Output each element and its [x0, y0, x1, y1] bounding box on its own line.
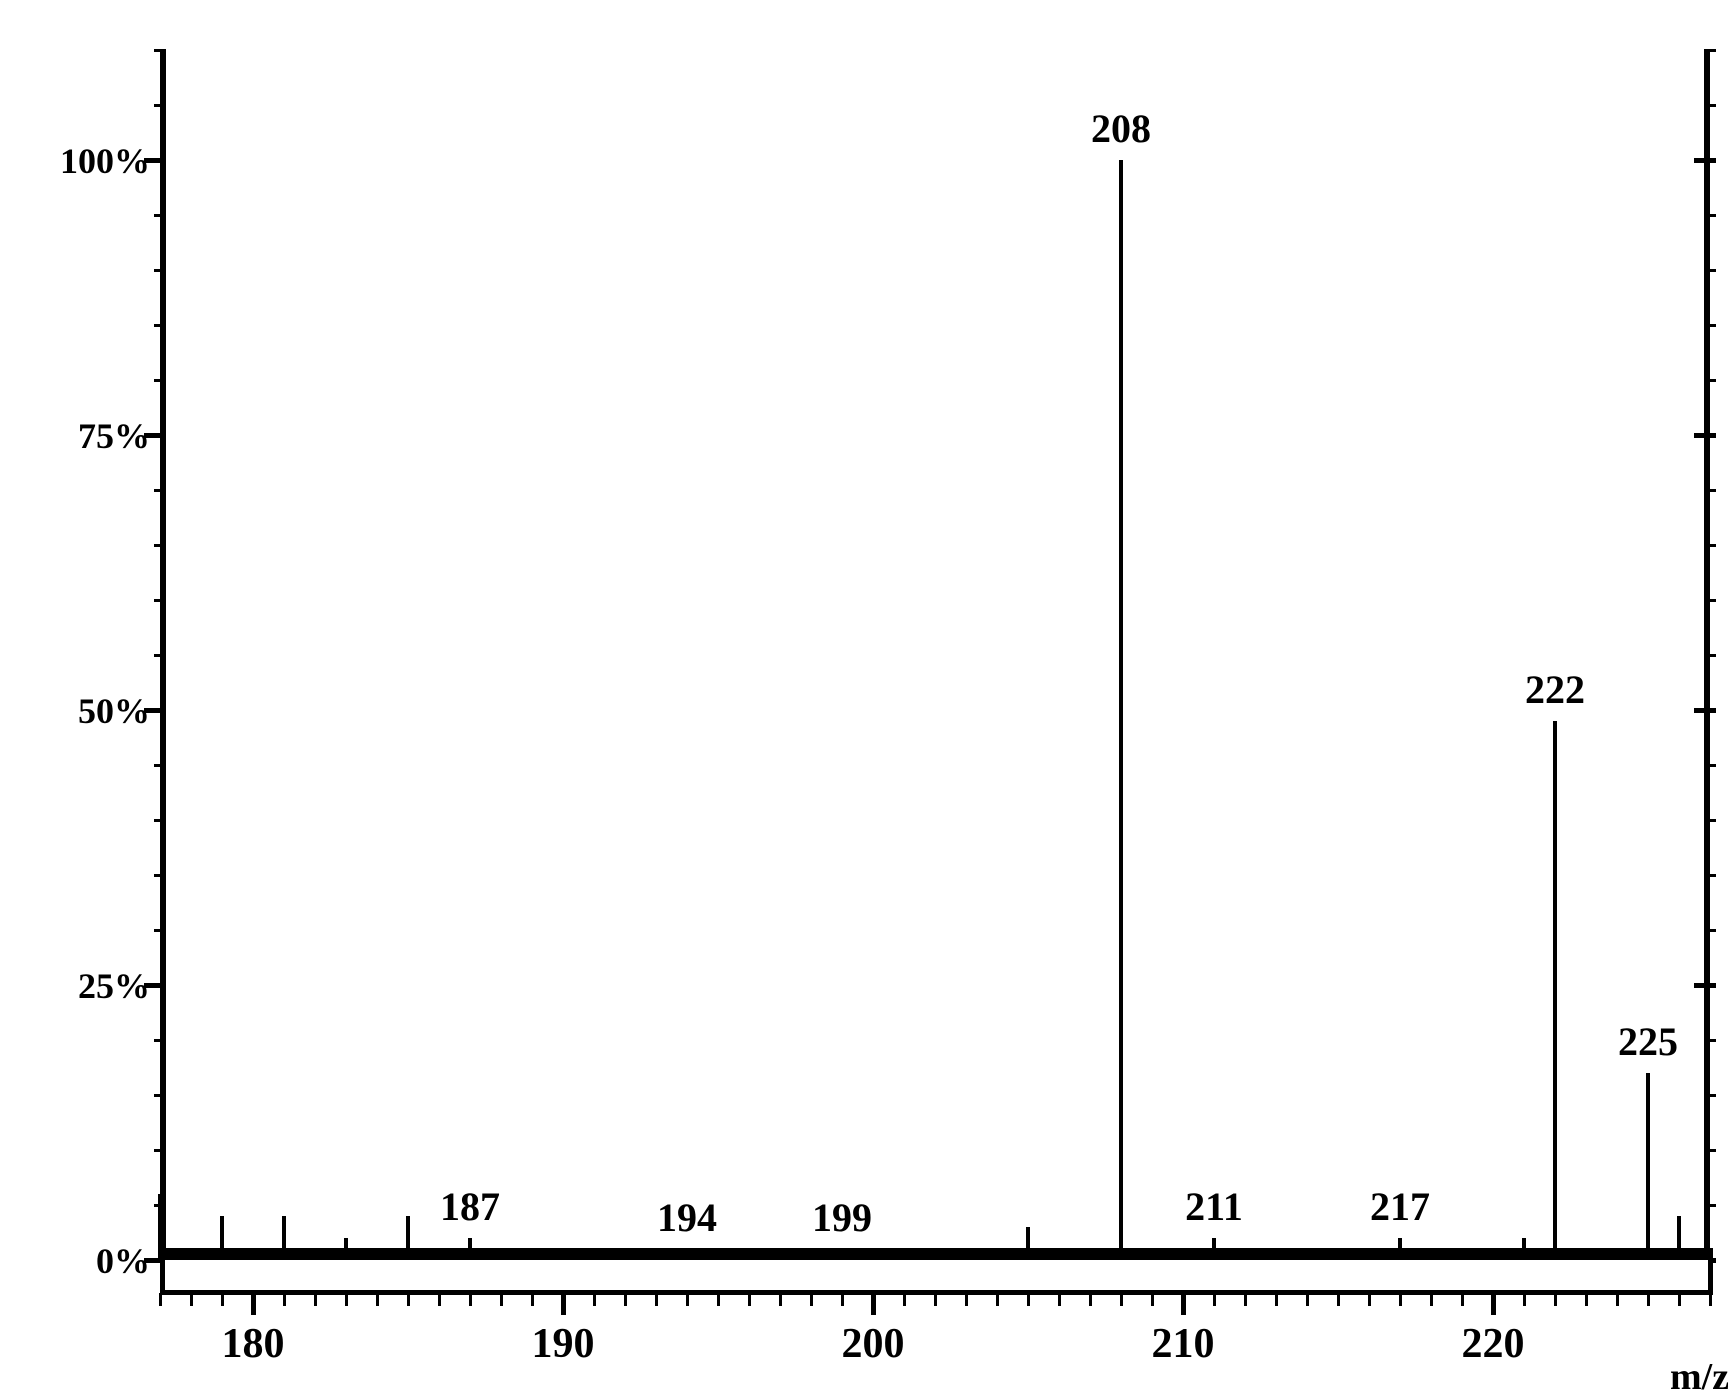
- y-tick-minor: [1704, 1204, 1716, 1207]
- y-tick-minor: [1704, 764, 1716, 767]
- y-tick-minor: [154, 489, 166, 492]
- peak-label: 211: [1174, 1183, 1254, 1230]
- y-tick-minor: [1704, 379, 1716, 382]
- y-tick-minor: [1704, 1094, 1716, 1097]
- peak: [1119, 160, 1123, 1260]
- y-tick-minor: [1704, 1149, 1716, 1152]
- y-tick-minor: [154, 324, 166, 327]
- x-tick-label: 180: [213, 1320, 293, 1368]
- y-tick-minor: [154, 379, 166, 382]
- y-tick-label: 75%: [60, 415, 150, 457]
- y-tick-minor: [1704, 324, 1716, 327]
- y-tick-minor: [154, 654, 166, 657]
- y-tick: [1694, 158, 1716, 163]
- y-tick: [1694, 708, 1716, 713]
- y-tick-label: 0%: [60, 1240, 150, 1282]
- y-tick-minor: [154, 1039, 166, 1042]
- peak: [1553, 721, 1557, 1260]
- x-tick: [1181, 1293, 1186, 1315]
- y-tick-label: 25%: [60, 965, 150, 1007]
- x-tick-label: 200: [833, 1320, 913, 1368]
- y-tick-minor: [154, 764, 166, 767]
- y-tick-minor: [1704, 874, 1716, 877]
- y-tick-minor: [154, 269, 166, 272]
- y-tick-minor: [154, 599, 166, 602]
- peak: [1646, 1073, 1650, 1260]
- y-tick-minor: [154, 819, 166, 822]
- y-tick-minor: [154, 214, 166, 217]
- y-tick-minor: [1704, 489, 1716, 492]
- x-tick: [561, 1293, 566, 1315]
- y-tick-minor: [1704, 929, 1716, 932]
- peak-label: 222: [1515, 666, 1595, 713]
- y-tick-minor: [154, 49, 166, 52]
- peak-label: 208: [1081, 105, 1161, 152]
- y-tick-minor: [1704, 654, 1716, 657]
- y-tick-minor: [1704, 49, 1716, 52]
- y-tick-minor: [154, 1094, 166, 1097]
- y-tick-minor: [1704, 544, 1716, 547]
- y-tick-minor: [154, 544, 166, 547]
- x-tick: [251, 1293, 256, 1315]
- y-tick: [144, 708, 166, 713]
- plot-area: [160, 50, 1710, 1260]
- y-tick-minor: [154, 929, 166, 932]
- y-tick: [144, 158, 166, 163]
- x-tick: [1491, 1293, 1496, 1315]
- y-tick-minor: [1704, 819, 1716, 822]
- x-tick-label: 190: [523, 1320, 603, 1368]
- y-tick-minor: [1704, 1039, 1716, 1042]
- y-tick: [1694, 433, 1716, 438]
- x-baseline: [160, 1248, 1713, 1255]
- y-tick-label: 50%: [60, 690, 150, 732]
- y-tick-minor: [154, 1149, 166, 1152]
- x-tick-label: 220: [1453, 1320, 1533, 1368]
- y-tick-minor: [154, 104, 166, 107]
- peak-label: 199: [802, 1194, 882, 1241]
- x-axis-label: m/z: [1670, 1355, 1728, 1399]
- peak-label: 187: [430, 1183, 510, 1230]
- y-tick-minor: [154, 874, 166, 877]
- peak-label: 217: [1360, 1183, 1440, 1230]
- x-tick: [871, 1293, 876, 1315]
- y-tick-minor: [1704, 599, 1716, 602]
- y-tick-minor: [1704, 269, 1716, 272]
- peak-label: 225: [1608, 1018, 1688, 1065]
- x-axis-scale-box: [160, 1255, 1713, 1295]
- peak-label: 194: [647, 1194, 727, 1241]
- y-tick-minor: [1704, 214, 1716, 217]
- y-tick: [144, 983, 166, 988]
- x-tick-label: 210: [1143, 1320, 1223, 1368]
- mass-spectrum-chart: 0% 25% 50% 75% 100% 180 190 200 210 220 187 194 19…: [60, 20, 1720, 1370]
- y-tick: [1694, 983, 1716, 988]
- y-tick-minor: [1704, 104, 1716, 107]
- y-tick: [144, 433, 166, 438]
- y-tick-label: 100%: [60, 140, 150, 182]
